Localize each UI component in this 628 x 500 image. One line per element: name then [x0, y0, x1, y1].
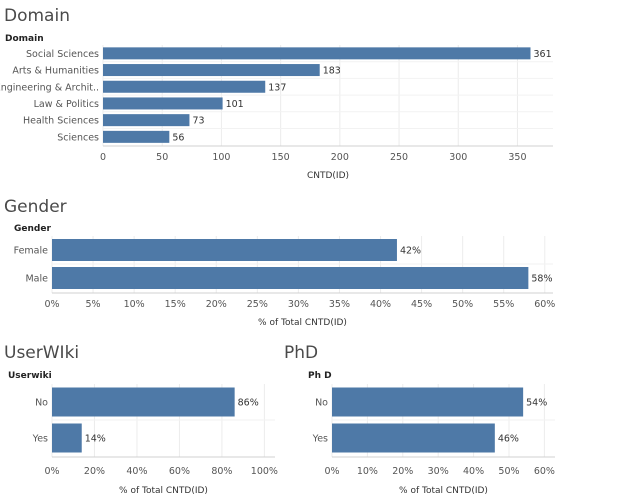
gender-tick-label: 50%: [452, 299, 473, 310]
domain-category-label: Sciences: [57, 132, 99, 143]
domain-value-label: 137: [268, 82, 286, 93]
gender-tick-label: 35%: [329, 299, 350, 310]
gender-tick-label: 55%: [493, 299, 514, 310]
domain-category-label: Engineering & Archit..: [0, 82, 99, 93]
userwiki-value-label: 86%: [238, 398, 259, 409]
userwiki-axis-title: % of Total CNTD(ID): [119, 486, 208, 496]
phd-row-header: Ph D: [308, 371, 332, 381]
domain-axis-title: CNTD(ID): [307, 171, 349, 181]
gender-row-header: Gender: [14, 224, 51, 234]
gender-tick-label: 30%: [288, 299, 309, 310]
domain-bar[interactable]: [103, 114, 190, 127]
userwiki-title: UserWIki: [4, 343, 79, 363]
gender-title: Gender: [4, 197, 67, 217]
domain-bar[interactable]: [103, 64, 320, 77]
phd-tick-label: 40%: [463, 466, 484, 477]
gender-bar[interactable]: [52, 267, 529, 289]
gender-axis-title: % of Total CNTD(ID): [258, 318, 347, 328]
phd-bar[interactable]: [332, 387, 524, 417]
domain-value-label: 183: [323, 66, 341, 77]
phd-value-label: 54%: [526, 398, 547, 409]
domain-bar[interactable]: [103, 97, 223, 110]
phd-tick-label: 10%: [357, 466, 378, 477]
domain-tick-label: 250: [390, 152, 408, 163]
domain-value-label: 56: [172, 132, 184, 143]
phd-axis-title: % of Total CNTD(ID): [399, 486, 488, 496]
phd-category-label: Yes: [312, 434, 328, 445]
phd-tick-label: 50%: [498, 466, 519, 477]
gender-value-label: 58%: [531, 274, 552, 285]
gender-category-label: Male: [25, 274, 48, 285]
domain-category-label: Health Sciences: [23, 116, 99, 127]
gender-value-label: 42%: [400, 246, 421, 257]
gender-category-label: Female: [14, 246, 49, 257]
userwiki-tick-label: 0%: [44, 466, 59, 477]
gender-tick-label: 25%: [247, 299, 268, 310]
phd-category-label: No: [315, 398, 328, 409]
domain-category-label: Law & Politics: [34, 99, 99, 110]
domain-category-label: Arts & Humanities: [12, 66, 99, 77]
domain-row-header: Domain: [5, 34, 44, 44]
userwiki-chart: UserWIki Userwiki No 86% Yes 14% 0% 20% 40% 60% 80…: [4, 343, 278, 496]
domain-chart: Domain Domain Social Sciences 361 Arts & Hum…: [0, 6, 553, 181]
domain-tick-label: 100: [212, 152, 230, 163]
userwiki-row-header: Userwiki: [8, 371, 52, 381]
domain-bar[interactable]: [103, 80, 266, 93]
phd-tick-label: 20%: [392, 466, 413, 477]
userwiki-bar[interactable]: [52, 387, 235, 417]
phd-tick-label: 0%: [324, 466, 339, 477]
gender-tick-label: 60%: [534, 299, 555, 310]
phd-tick-label: 30%: [428, 466, 449, 477]
domain-value-label: 361: [534, 49, 552, 60]
phd-tick-label: 60%: [534, 466, 555, 477]
phd-title: PhD: [284, 343, 318, 363]
domain-category-label: Social Sciences: [26, 49, 99, 60]
domain-bar[interactable]: [103, 47, 531, 60]
gender-tick-label: 15%: [165, 299, 186, 310]
userwiki-category-label: Yes: [32, 434, 48, 445]
domain-bar[interactable]: [103, 130, 170, 143]
domain-tick-label: 350: [508, 152, 526, 163]
gender-tick-label: 10%: [124, 299, 145, 310]
domain-value-label: 73: [192, 116, 204, 127]
domain-value-label: 101: [226, 99, 244, 110]
domain-tick-label: 300: [449, 152, 467, 163]
userwiki-category-label: No: [35, 398, 48, 409]
domain-title: Domain: [4, 6, 70, 26]
phd-chart: PhD Ph D No 54% Yes 46% 0% 10% 20% 30% 40% 50% 60% % …: [284, 343, 555, 496]
userwiki-tick-label: 100%: [251, 466, 278, 477]
domain-tick-label: 200: [331, 152, 349, 163]
gender-tick-label: 40%: [370, 299, 391, 310]
userwiki-tick-label: 60%: [169, 466, 190, 477]
gender-tick-label: 45%: [411, 299, 432, 310]
gender-tick-label: 5%: [86, 299, 101, 310]
phd-bar[interactable]: [332, 423, 495, 453]
gender-tick-label: 20%: [206, 299, 227, 310]
userwiki-tick-label: 80%: [211, 466, 232, 477]
userwiki-tick-label: 20%: [84, 466, 105, 477]
domain-tick-label: 150: [272, 152, 290, 163]
userwiki-bar[interactable]: [52, 423, 82, 453]
gender-chart: Gender Gender Female 42% Male 58% 0% 5% 10% 15% 20…: [4, 197, 555, 328]
gender-bar[interactable]: [52, 239, 397, 261]
phd-value-label: 46%: [498, 434, 519, 445]
gender-tick-label: 0%: [44, 299, 59, 310]
userwiki-value-label: 14%: [85, 434, 106, 445]
domain-tick-label: 0: [100, 152, 106, 163]
userwiki-tick-label: 40%: [126, 466, 147, 477]
domain-tick-label: 50: [156, 152, 168, 163]
